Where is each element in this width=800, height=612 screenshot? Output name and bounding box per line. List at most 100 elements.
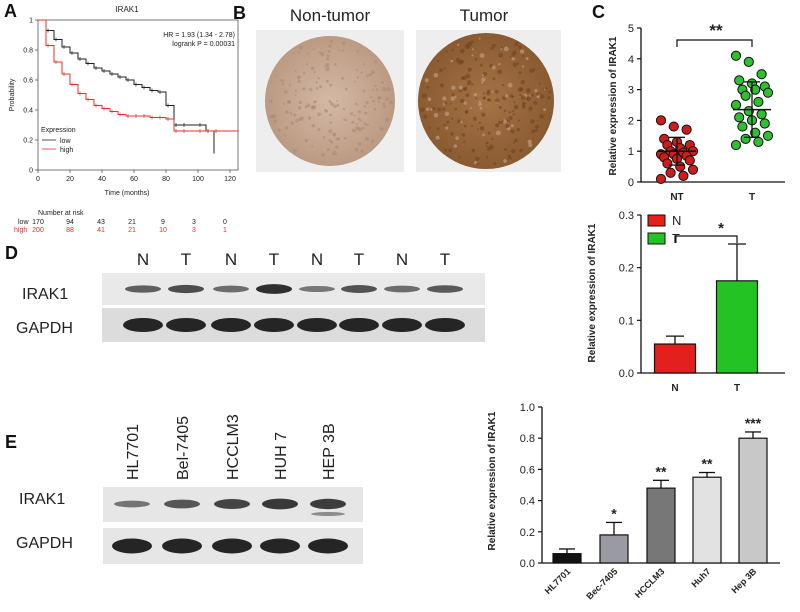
ihc-tumor-speckle xyxy=(491,90,494,93)
ihc-tumor-speckle xyxy=(494,89,499,94)
ihc-nontumor-speckle xyxy=(306,103,311,108)
blot-e: HL7701 Bel-7405 HCCLM3 HUH 7 HEP 3B IRAK1 GA… xyxy=(16,414,363,564)
ihc-tumor-speckle xyxy=(511,149,516,154)
blot-e-irak1-band xyxy=(310,498,346,510)
scatter-ytick-label: 4 xyxy=(628,54,634,66)
bar-nt-legend-label: N xyxy=(672,213,681,228)
ihc-nontumor-speckle xyxy=(325,67,330,72)
ihc-tumor-speckle xyxy=(514,138,518,143)
ihc-tumor-speckle xyxy=(436,127,440,131)
ihc-tumor-core xyxy=(418,33,554,169)
ihc-tumor-speckle xyxy=(469,107,472,110)
ihc-tumor-speckle xyxy=(530,119,535,124)
ihc-nontumor-speckle xyxy=(320,52,325,57)
ihc-tumor-speckle xyxy=(442,107,446,111)
ihc-tumor-speckle xyxy=(519,93,522,97)
ihc-tumor-speckle xyxy=(423,114,428,119)
bar-cells-category-label: Huh7 xyxy=(689,566,712,589)
km-axes: 0 20 40 60 80 100 120 0 0.2 0.4 0.6 0.8 1 xyxy=(23,18,236,184)
ihc-tumor-speckle xyxy=(471,48,474,51)
km-risk-low-value: 43 xyxy=(97,219,105,226)
ihc-nontumor-label: Non-tumor xyxy=(290,6,371,25)
ihc-tumor-speckle xyxy=(491,43,496,48)
blot-e-lane-label: HEP 3B xyxy=(321,423,338,480)
panel-letter-c: C xyxy=(592,2,605,22)
blot-e-lane-label: HCCLM3 xyxy=(225,414,242,480)
ihc-nontumor-speckle xyxy=(317,127,321,132)
blot-d-lane-label: N xyxy=(137,250,149,269)
ihc-nontumor-speckle xyxy=(275,74,278,77)
ihc-nontumor-speckle xyxy=(308,87,313,92)
ihc-nontumor-speckle xyxy=(333,63,337,66)
km-risk-high-value: 200 xyxy=(32,227,44,234)
ihc-nontumor-speckle xyxy=(373,107,376,111)
panel-letter-a: A xyxy=(4,1,17,21)
ihc-tumor-speckle xyxy=(432,106,436,111)
panel-letter-d: D xyxy=(5,243,18,263)
ihc-tumor-speckle xyxy=(533,67,536,70)
bar-cells-significance: ** xyxy=(702,456,713,472)
ihc-nontumor-speckle xyxy=(323,65,326,68)
ihc-nontumor-speckle xyxy=(381,128,384,131)
ihc-nontumor-speckle xyxy=(355,147,359,152)
km-ytick-label: 0.2 xyxy=(23,138,33,145)
ihc-nontumor-speckle xyxy=(302,72,306,75)
ihc-nontumor-speckle xyxy=(318,51,322,54)
blot-d-lane-label: T xyxy=(181,250,191,269)
ihc-nontumor-speckle xyxy=(326,54,330,58)
ihc-texture xyxy=(269,37,552,166)
scatter-point-T xyxy=(730,99,742,111)
ihc-tumor-speckle xyxy=(470,124,474,127)
scatter-point-T xyxy=(756,109,767,120)
ihc-nontumor-speckle xyxy=(353,114,356,117)
scatter-point-T xyxy=(740,133,751,144)
ihc-nontumor-speckle xyxy=(273,119,278,123)
ihc-nontumor-speckle xyxy=(297,50,301,54)
ihc-tumor-speckle xyxy=(467,67,472,72)
ihc-nontumor-speckle xyxy=(350,112,354,116)
ihc-nontumor-speckle xyxy=(325,63,330,68)
ihc-nontumor-speckle xyxy=(329,121,332,124)
ihc-nontumor-speckle xyxy=(357,142,362,146)
ihc-nontumor-speckle xyxy=(365,124,368,126)
ihc-nontumor-speckle xyxy=(360,119,363,122)
blot-e-row-gapdh: GAPDH xyxy=(16,535,73,552)
ihc-tumor-speckle xyxy=(502,119,507,124)
ihc-tumor-speckle xyxy=(463,101,467,105)
km-legend-title: Expression xyxy=(41,127,76,134)
ihc-tumor-speckle xyxy=(475,162,479,166)
scatter-point-T xyxy=(730,50,742,61)
ihc-nontumor-speckle xyxy=(283,89,288,94)
scatter-point-NT xyxy=(668,121,679,132)
km-xtick-label: 40 xyxy=(98,176,106,183)
ihc-tumor-speckle xyxy=(490,46,494,51)
ihc-tumor-speckle xyxy=(443,123,446,127)
ihc-tumor-speckle xyxy=(487,98,491,102)
ihc-tumor-speckle xyxy=(450,132,454,136)
ihc-tumor-speckle xyxy=(462,75,467,81)
ihc-nontumor-speckle xyxy=(356,76,359,79)
ihc-tumor-speckle xyxy=(433,113,439,118)
ihc-nontumor-speckle xyxy=(354,80,357,83)
ihc-nontumor-speckle xyxy=(329,83,333,87)
blot-d-lane-label: N xyxy=(311,250,323,269)
ihc-tumor-speckle xyxy=(489,63,493,68)
bar-cells-significance: * xyxy=(611,505,617,521)
km-risk-high-value: 3 xyxy=(192,227,196,234)
ihc-tumor-label: Tumor xyxy=(460,6,509,25)
bar-nt-ytick-label: 0.2 xyxy=(619,263,634,275)
ihc-nontumor-speckle xyxy=(305,63,308,66)
ihc-nontumor-speckle xyxy=(329,102,334,106)
ihc-tumor-speckle xyxy=(460,59,464,64)
ihc-nontumor-speckle xyxy=(284,110,289,115)
ihc-tumor-speckle xyxy=(511,52,516,57)
scatter-point-T xyxy=(750,84,761,95)
ihc-tumor-speckle xyxy=(539,113,545,119)
ihc-tumor-speckle xyxy=(478,121,481,125)
ihc-nontumor-speckle xyxy=(330,140,334,144)
ihc-tumor-speckle xyxy=(446,120,450,124)
scatter-ytick-label: 1 xyxy=(628,146,634,158)
scatter-ylabel: Relative expression of IRAK1 xyxy=(608,36,619,175)
bar-cells-ylabel: Relative expression of IRAK1 xyxy=(487,411,498,550)
ihc-nontumor-speckle xyxy=(386,87,391,92)
